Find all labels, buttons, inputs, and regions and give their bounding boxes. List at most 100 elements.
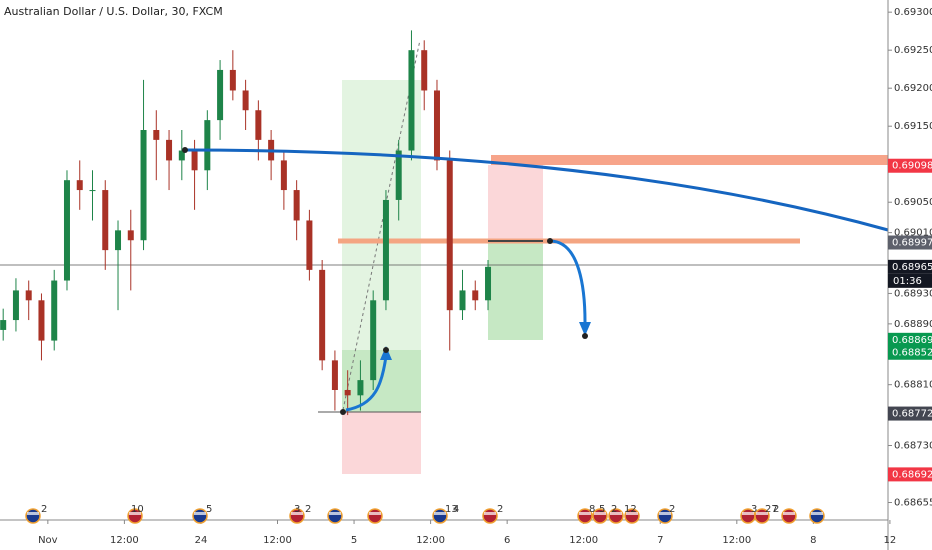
candle-body [395,150,402,200]
price-label: 0.68692 [892,469,932,480]
price-label: 0.68852 [892,348,932,359]
event-count: 2 [773,504,779,515]
event-icon-detail [291,512,303,515]
price-label-box [888,406,932,421]
y-tick-label: 0.68890 [894,319,932,330]
price-label-box [888,345,932,360]
x-tick-label: 7 [657,535,663,546]
anchor-dot [582,333,588,339]
event-icon [192,508,208,524]
x-tick-label: 24 [195,535,208,546]
y-tick-label: 0.69300 [894,7,932,18]
candle-body [421,50,428,91]
candle-body [229,69,236,91]
candle-body [0,320,7,330]
candle-body [331,360,338,390]
trend-curve [184,148,889,232]
x-tick-label: 5 [351,535,357,546]
event-count: 5 [206,504,212,515]
event-icon [482,508,498,524]
candle-body [12,290,19,321]
event-count: 8 [589,504,595,515]
event-count: 3 [294,504,300,515]
event-icon-detail [626,512,638,515]
x-tick-label: 12:00 [263,535,292,546]
candle-body [140,130,147,241]
candle-body [217,69,224,121]
x-tick-label: 12:00 [722,535,751,546]
short-stop-zone [488,165,543,241]
drawings [0,39,888,474]
candle-body [306,220,313,270]
event-icon [809,508,825,524]
candle-body [153,130,160,140]
event-count: 2 [41,504,47,515]
candle-body [63,180,70,281]
event-count: 10 [131,504,144,515]
candle-body [89,190,96,192]
candle-body [280,160,287,191]
y-tick-label: 0.69200 [894,83,932,94]
countdown: 01:36 [893,276,922,287]
countdown-box [888,273,932,288]
event-icon-detail [811,512,823,515]
candle-body [293,190,300,221]
price-label-box [888,332,932,347]
event-icon-detail [579,512,591,515]
x-tick-label: 12:00 [569,535,598,546]
x-tick-label: Nov [38,535,58,546]
price-label: 0.68772 [892,409,932,420]
event-count: 4 [453,504,459,515]
x-tick-label: 6 [504,535,510,546]
y-tick-label: 0.68655 [894,498,932,509]
candle-body [25,290,32,301]
candle-body [433,90,440,161]
event-icon-detail [27,512,39,515]
event-count: 3 [751,504,757,515]
y-tick-label: 0.68810 [894,380,932,391]
resistance-band [491,155,888,165]
x-tick-label: 12 [884,535,897,546]
candle-body [204,120,211,171]
x-tick-label: 8 [810,535,816,546]
x-tick-label: 12:00 [416,535,445,546]
candle-body [485,266,492,301]
candle-body [382,199,389,301]
candle-body [370,300,377,381]
event-count: 2 [305,504,311,515]
long-stop-zone [342,412,421,474]
candle-body [178,150,185,161]
candle-body [115,230,122,251]
event-count: 2 [669,504,675,515]
anchor-dot [547,238,553,244]
event-icon-detail [594,512,606,515]
candle-body [459,290,466,311]
event-icon-detail [194,512,206,515]
event-icon [367,508,383,524]
event-icon [25,508,41,524]
event-count: 12 [624,504,637,515]
event-icon-detail [129,512,141,515]
event-count: 2 [611,504,617,515]
anchor-dot [340,409,346,415]
candle-body [319,269,326,361]
price-label-box [888,235,932,250]
candles [0,30,492,416]
candle-body [51,280,58,341]
annotations [182,147,889,415]
event-icon-detail [484,512,496,515]
candle-body [408,50,415,151]
y-tick-label: 0.69150 [894,121,932,132]
event-icon [327,508,343,524]
candle-body [191,150,198,171]
candle-body [76,180,83,191]
y-tick-label: 0.69010 [894,228,932,239]
candle-body [166,139,173,161]
price-label-box [888,467,932,482]
event-icon-detail [742,512,754,515]
event-icon-detail [610,512,622,515]
anchor-dot [383,347,389,353]
event-count: 27 [765,504,778,515]
